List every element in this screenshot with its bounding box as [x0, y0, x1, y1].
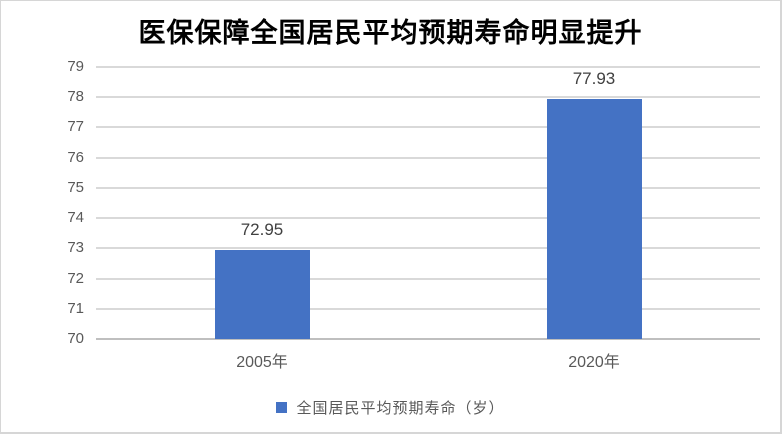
legend-label: 全国居民平均预期寿命（岁） [296, 400, 505, 417]
y-axis-tick-label: 73 [67, 239, 84, 257]
x-axis-category-label: 2020年 [568, 354, 620, 371]
gridline [96, 96, 760, 99]
bar [546, 99, 642, 339]
y-axis-tick-label: 74 [67, 209, 84, 227]
legend-marker-square-icon [276, 402, 288, 413]
y-axis-tick-label: 75 [67, 178, 84, 196]
gridline [96, 277, 760, 280]
chart-title: 医保保障全国居民平均预期寿命明显提升 [138, 18, 643, 48]
legend: 全国居民平均预期寿命（岁） [1, 397, 780, 418]
plot-area: 70 71 72 73 74 75 76 77 78 79 72.95 77.93 2005年 202… [67, 58, 760, 371]
gridline [96, 307, 760, 310]
gridline [96, 126, 760, 129]
x-axis-line [96, 338, 760, 340]
bar-value-label: 72.95 [240, 219, 284, 239]
bar [214, 249, 310, 339]
y-axis-tick-label: 79 [67, 58, 84, 75]
gridline [96, 66, 760, 68]
y-axis-tick-label: 78 [67, 88, 84, 106]
bar-value-label: 77.93 [572, 69, 616, 89]
y-axis-tick-label: 76 [67, 148, 84, 166]
y-axis-tick-label: 71 [67, 299, 84, 317]
gridline [96, 247, 760, 250]
x-axis-category-label: 2005年 [236, 354, 288, 371]
gridline [96, 186, 760, 189]
y-axis-tick-label: 72 [67, 269, 84, 287]
y-axis-tick-label: 77 [67, 118, 84, 136]
gridline [96, 217, 760, 220]
gridline [96, 156, 760, 159]
y-axis-tick-label: 70 [67, 330, 84, 347]
